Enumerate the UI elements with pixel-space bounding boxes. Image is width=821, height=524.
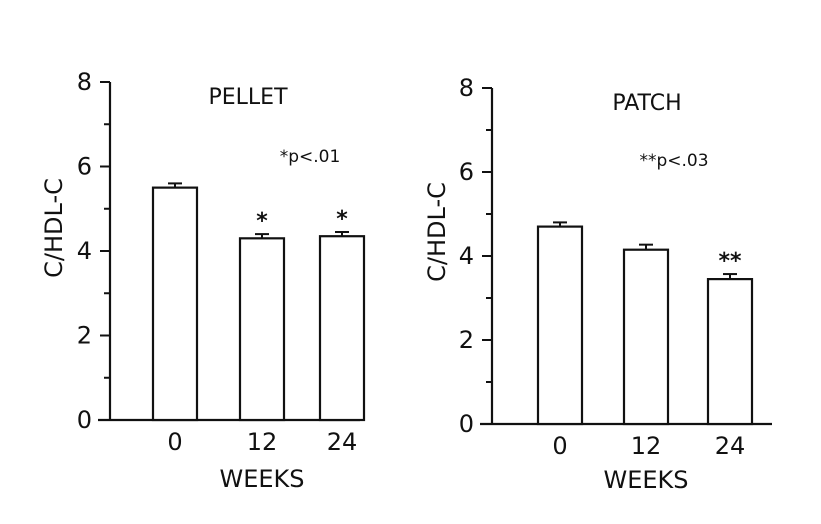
y-tick-label: 2 — [459, 326, 474, 354]
bar-week-24 — [318, 235, 366, 422]
y-tick-label: 4 — [459, 242, 474, 270]
bar-week-12 — [238, 237, 286, 422]
x-tick-label: 0 — [552, 432, 567, 460]
significance-note: *p<.01 — [280, 147, 341, 167]
y-tick-label: 0 — [459, 410, 474, 438]
bar-week-0 — [536, 225, 584, 426]
y-tick-label: 8 — [77, 68, 92, 96]
chart-title: PATCH — [612, 91, 681, 116]
significance-marker: * — [256, 209, 268, 234]
y-tick-label: 6 — [459, 158, 474, 186]
x-tick-label: 24 — [715, 432, 746, 460]
significance-marker: ** — [718, 249, 742, 274]
y-tick-label: 4 — [77, 237, 92, 265]
x-tick-label: 12 — [631, 432, 662, 460]
x-tick-label: 0 — [167, 428, 182, 456]
x-tick-label: 12 — [247, 428, 278, 456]
significance-marker: * — [336, 207, 348, 232]
chart-title: PELLET — [208, 85, 288, 110]
y-tick-label: 0 — [77, 406, 92, 434]
x-tick-label: 24 — [327, 428, 358, 456]
significance-note: **p<.03 — [639, 151, 708, 171]
y-tick-label: 2 — [77, 322, 92, 350]
y-axis-label: C/HDL-C — [423, 182, 451, 282]
y-tick-label: 8 — [459, 74, 474, 102]
bar-week-0 — [151, 186, 199, 422]
bar-week-12 — [622, 248, 670, 426]
y-tick-label: 6 — [77, 153, 92, 181]
bar-week-24 — [706, 278, 754, 426]
x-axis-label: WEEKS — [603, 466, 688, 494]
x-axis-label: WEEKS — [219, 465, 304, 493]
y-axis-label: C/HDL-C — [40, 178, 68, 278]
